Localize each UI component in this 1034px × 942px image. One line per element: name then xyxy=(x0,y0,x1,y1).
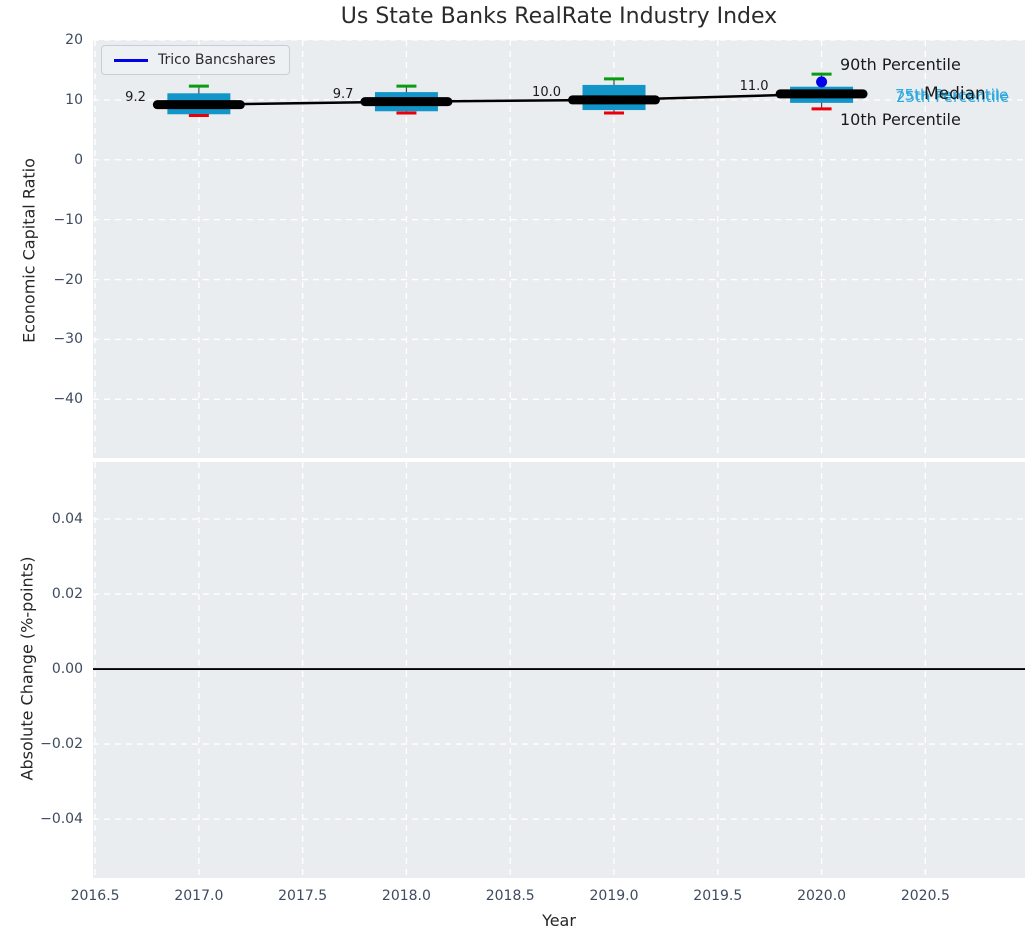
y-tick-label: 20 xyxy=(65,32,83,48)
chart-title: Us State Banks RealRate Industry Index xyxy=(340,4,778,29)
annotation-75th-percentile: 75th Percentile xyxy=(895,86,1009,104)
x-tick-label: 2020.5 xyxy=(900,888,950,904)
legend-line-icon xyxy=(114,58,148,62)
legend: Trico Bancshares xyxy=(101,45,290,75)
x-tick-label: 2019.0 xyxy=(589,888,639,904)
y-tick-label: 10 xyxy=(65,91,83,108)
y-axis-label-bottom: Absolute Change (%-points) xyxy=(17,556,37,781)
y-tick-label: −30 xyxy=(53,331,83,348)
median-value-label: 9.2 xyxy=(125,89,146,105)
x-tick-label: 2020.0 xyxy=(797,888,847,904)
x-tick-label: 2018.0 xyxy=(381,888,431,904)
annotation-25th-percentile: 25th Percentile xyxy=(896,88,1010,106)
y-tick-label: 0.02 xyxy=(51,586,83,603)
x-tick-label: 2016.5 xyxy=(70,888,120,904)
x-axis-label: Year xyxy=(542,911,576,930)
y-tick-label: −0.04 xyxy=(40,811,83,828)
annotation-10th-percentile: 10th Percentile xyxy=(840,110,961,129)
x-tick-label: 2017.5 xyxy=(278,888,328,904)
y-tick-label: 0.04 xyxy=(51,511,83,528)
median-value-label: 11.0 xyxy=(739,78,769,94)
y-tick-label: 0.00 xyxy=(51,661,83,678)
annotation-median: Median xyxy=(924,84,986,104)
y-tick-label: −40 xyxy=(53,391,83,408)
legend-label: Trico Bancshares xyxy=(158,52,276,68)
y-axis-label-top: Economic Capital Ratio xyxy=(19,158,39,343)
y-tick-label: −20 xyxy=(53,271,83,288)
annotation-90th-percentile: 90th Percentile xyxy=(840,55,961,74)
y-tick-label: −0.02 xyxy=(40,736,83,753)
top-plot-area xyxy=(93,40,1025,458)
median-value-label: 10.0 xyxy=(532,84,561,100)
x-tick-label: 2019.5 xyxy=(693,888,743,904)
bottom-plot-area xyxy=(93,462,1025,878)
y-tick-label: 0 xyxy=(74,151,83,168)
y-tick-label: −10 xyxy=(53,211,83,228)
x-tick-label: 2017.0 xyxy=(174,888,224,904)
x-tick-label: 2018.5 xyxy=(485,888,535,904)
median-value-label: 9.7 xyxy=(332,86,354,102)
